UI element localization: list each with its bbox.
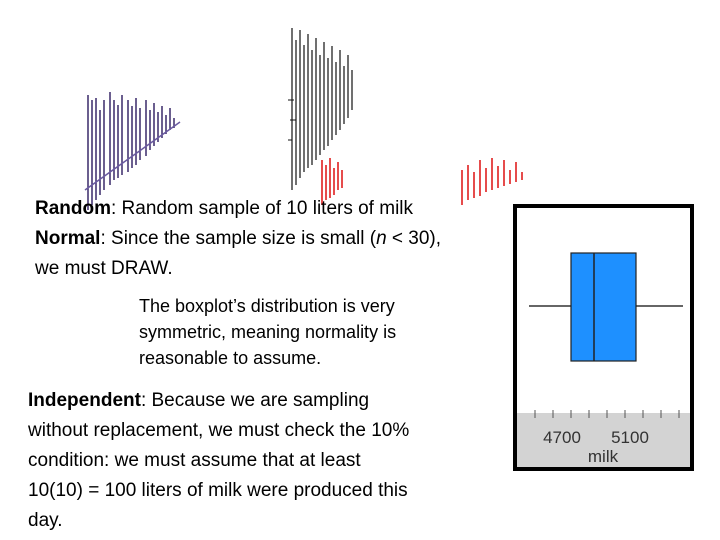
normal-line-1: Normal: Since the sample size is small (… (35, 224, 441, 254)
random-label: Random (35, 198, 111, 219)
tick-label-5100: 5100 (611, 428, 649, 447)
independent-line-4: 10(10) = 100 liters of milk were produce… (28, 480, 408, 501)
normal-text-before: : Since the sample size is small ( (100, 228, 377, 249)
boxplot-note-line-3: reasonable to assume. (139, 348, 322, 368)
boxplot-note-line-1: The boxplot’s distribution is very (139, 296, 395, 316)
tick-label-4700: 4700 (543, 428, 581, 447)
random-text: : Random sample of 10 liters of milk (111, 198, 414, 219)
independent-label: Independent (28, 390, 141, 411)
independent-text: : Because we are sampling (140, 390, 370, 411)
independent-line-2: without replacement, we must check the 1… (28, 420, 410, 441)
random-line: Random: Random sample of 10 liters of mi… (35, 194, 413, 224)
x-axis-label: milk (588, 447, 619, 466)
independent-line-5: day. (28, 510, 63, 531)
normal-line-2: we must DRAW. (35, 258, 173, 279)
normal-text-after: < 30), (386, 228, 442, 249)
boxplot-note-line-2: symmetric, meaning normality is (139, 322, 397, 342)
decorative-scribble-marks (84, 28, 523, 210)
independent-line-1: Independent: Because we are sampling (28, 386, 369, 416)
normal-label: Normal (35, 228, 101, 249)
boxplot-svg: 4700 5100 milk (517, 252, 690, 467)
independent-line-3: condition: we must assume that at least (28, 450, 361, 471)
axis-band (517, 413, 690, 467)
boxplot-figure: 4700 5100 milk (513, 204, 694, 471)
normal-n-symbol: n (376, 228, 387, 249)
boxplot-box (570, 252, 637, 362)
